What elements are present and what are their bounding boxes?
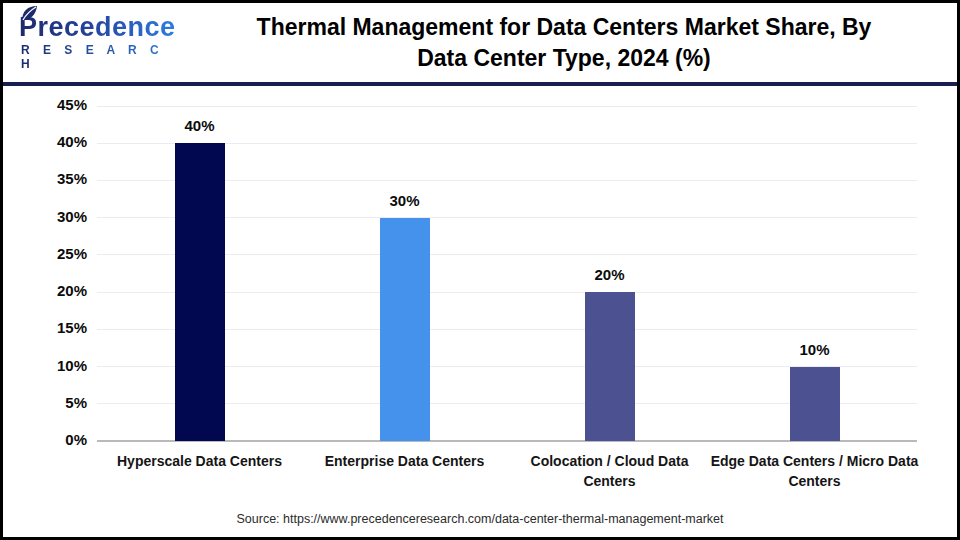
x-category-label: Colocation / Cloud Data Centers — [504, 452, 716, 492]
y-axis-tick-label: 35% — [3, 170, 87, 187]
y-axis-tick-label: 25% — [3, 245, 87, 262]
page-title-line-2: Data Center Type, 2024 (%) — [181, 43, 947, 74]
y-axis-tick-label: 5% — [3, 394, 87, 411]
page-title: Thermal Management for Data Centers Mark… — [181, 12, 957, 74]
logo-brand-name: Precedence — [19, 14, 176, 41]
y-axis-tick-label: 20% — [3, 282, 87, 299]
y-axis-tick-label: 0% — [3, 431, 87, 448]
logo-brand-text: Precedence — [19, 12, 176, 42]
y-axis-tick-label: 10% — [3, 357, 87, 374]
x-category-label: Hyperscale Data Centers — [94, 452, 306, 472]
y-axis-tick-label: 15% — [3, 319, 87, 336]
bar-value-label: 40% — [150, 117, 250, 134]
chart-canvas: Precedence R E S E A R C H Thermal Manag… — [0, 0, 960, 540]
logo-sub-text: R E S E A R C H — [19, 43, 181, 71]
bar-value-label: 20% — [560, 266, 660, 283]
bar-3 — [585, 292, 635, 441]
precedence-research-logo: Precedence R E S E A R C H — [3, 14, 181, 71]
bar-2 — [380, 218, 430, 441]
source-text: Source: https://www.precedenceresearch.c… — [3, 512, 957, 526]
bar-4 — [790, 367, 840, 441]
bar-value-label: 30% — [355, 192, 455, 209]
leaf-icon — [20, 5, 38, 23]
header: Precedence R E S E A R C H Thermal Manag… — [3, 3, 957, 82]
page-title-line-1: Thermal Management for Data Centers Mark… — [181, 12, 947, 43]
x-category-label: Edge Data Centers / Micro Data Centers — [709, 452, 921, 492]
bar-1 — [175, 143, 225, 441]
bar-value-label: 10% — [765, 341, 865, 358]
bar-chart-plot-area: 0% 5% 10% 15% 20% 25% 30% 35% 40% 45% 40% Hyperscal… — [3, 86, 957, 504]
gridline — [97, 106, 917, 107]
y-axis-tick-label: 40% — [3, 133, 87, 150]
x-category-label: Enterprise Data Centers — [299, 452, 511, 472]
y-axis-tick-label: 45% — [3, 96, 87, 113]
y-axis-tick-label: 30% — [3, 208, 87, 225]
